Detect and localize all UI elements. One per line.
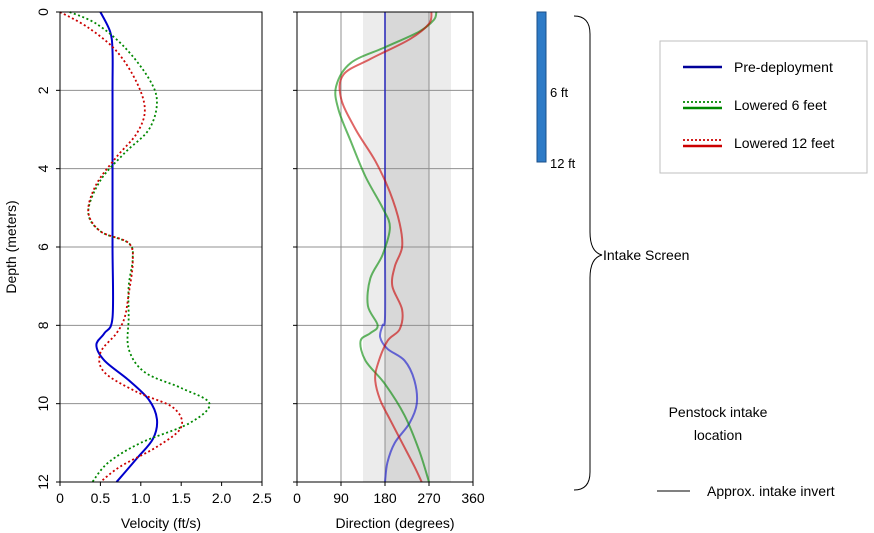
velocity-series bbox=[59, 11, 211, 483]
y-tick-label: 2 bbox=[35, 86, 51, 94]
scale-bar-rect bbox=[536, 11, 547, 163]
direction-x-label: Direction (degrees) bbox=[335, 515, 454, 531]
x-tick-label: 90 bbox=[333, 490, 349, 506]
depth-y-label: Depth (meters) bbox=[3, 200, 19, 293]
y-tick-label: 10 bbox=[35, 396, 51, 412]
scale-bar-label-6ft: 6 ft bbox=[550, 85, 568, 100]
intake-screen-brace: Intake Screen bbox=[573, 15, 689, 491]
legend-label: Lowered 12 feet bbox=[734, 135, 835, 151]
penstock-label-line1: Penstock intake bbox=[669, 404, 768, 420]
velocity-x-ticks: 0 0.5 1.0 1.5 2.0 2.5 bbox=[56, 482, 272, 506]
x-tick-label: 0 bbox=[293, 490, 301, 506]
legend-items: Pre-deployment Lowered 6 feet Lowered 12 f… bbox=[683, 59, 835, 151]
scale-bar-label-12ft: 12 ft bbox=[550, 156, 576, 171]
legend-item: Lowered 12 feet bbox=[683, 135, 835, 151]
series-line-lowered-12-feet bbox=[59, 11, 184, 483]
x-tick-label: 2.0 bbox=[212, 490, 232, 506]
y-tick-label: 4 bbox=[35, 165, 51, 173]
x-tick-label: 360 bbox=[461, 490, 485, 506]
y-tick-label: 8 bbox=[35, 321, 51, 329]
penstock-label-line2: location bbox=[694, 427, 742, 443]
series-line-pre-deployment bbox=[95, 11, 159, 483]
velocity-grid bbox=[60, 89, 262, 405]
legend-label: Pre-deployment bbox=[734, 59, 833, 75]
scale-bar: 6 ft 12 ft bbox=[536, 11, 576, 171]
legend-item: Lowered 6 feet bbox=[683, 97, 827, 113]
x-tick-label: 0 bbox=[56, 490, 64, 506]
x-tick-label: 2.5 bbox=[252, 490, 272, 506]
intake-invert-label: Approx. intake invert bbox=[707, 483, 835, 499]
y-tick-label: 12 bbox=[35, 474, 51, 490]
legend-item: Pre-deployment bbox=[683, 59, 833, 75]
x-tick-label: 1.5 bbox=[171, 490, 191, 506]
y-tick-label: 6 bbox=[35, 243, 51, 251]
depth-y-ticks: 0 2 4 6 8 10 12 bbox=[35, 8, 60, 490]
series-line-lowered-12-feet bbox=[338, 11, 433, 483]
x-tick-label: 0.5 bbox=[91, 490, 111, 506]
velocity-panel: 0 0.5 1.0 1.5 2.0 2.5 0 2 4 6 8 10 12 Velocity (ft/… bbox=[3, 8, 272, 531]
brace-path bbox=[573, 15, 603, 491]
x-tick-label: 270 bbox=[417, 490, 441, 506]
y-tick-label: 0 bbox=[35, 8, 51, 16]
direction-series bbox=[334, 11, 438, 483]
legend: Pre-deployment Lowered 6 feet Lowered 12 f… bbox=[659, 40, 868, 174]
velocity-x-label: Velocity (ft/s) bbox=[121, 515, 201, 531]
x-tick-label: 180 bbox=[373, 490, 397, 506]
series-line-lowered-6-feet bbox=[334, 11, 438, 483]
direction-x-ticks: 0 90 180 270 360 bbox=[293, 11, 485, 506]
intake-screen-label: Intake Screen bbox=[603, 247, 689, 263]
legend-label: Lowered 6 feet bbox=[734, 97, 827, 113]
series-line-pre-deployment bbox=[378, 12, 419, 483]
direction-panel: 0 90 180 270 360 Direction (degrees) bbox=[293, 11, 485, 531]
x-tick-label: 1.0 bbox=[131, 490, 151, 506]
